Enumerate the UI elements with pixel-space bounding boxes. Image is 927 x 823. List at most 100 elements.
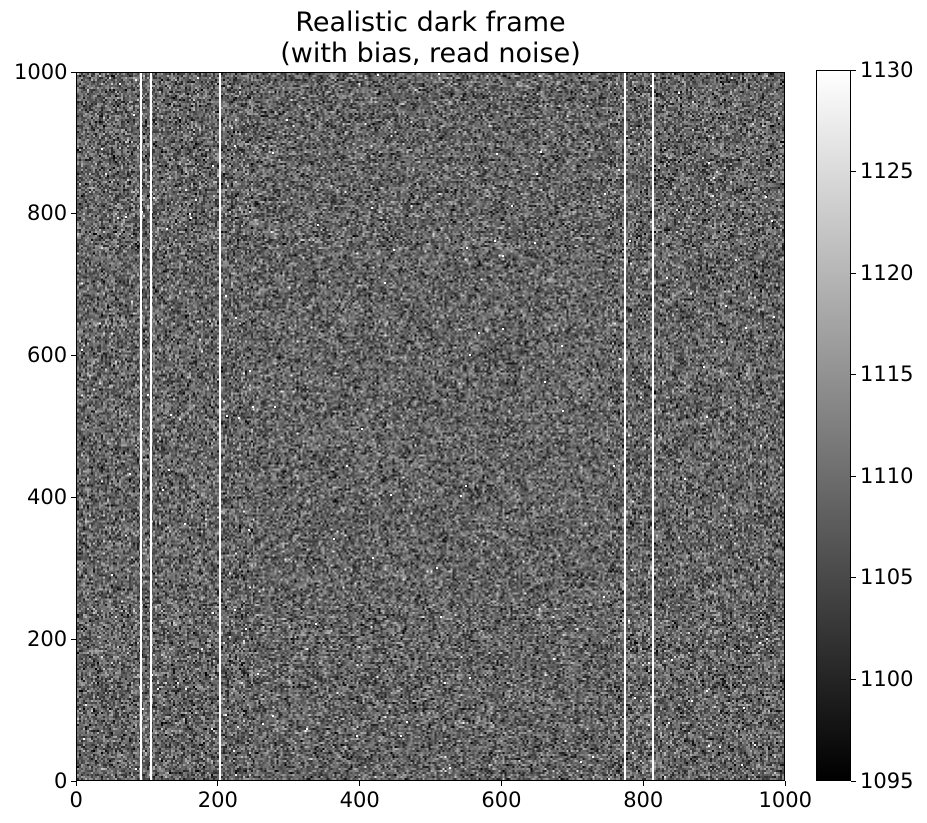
hot-pixel [735,259,737,261]
y-tick-label: 0 [54,771,67,792]
hot-pixel [725,305,727,307]
hot-pixel [262,723,264,725]
hot-column-2 [219,73,221,781]
hot-pixel [440,616,442,618]
hot-pixel [511,205,513,207]
hot-pixel [719,746,721,748]
y-tick-mark [71,355,76,356]
hot-pixel [684,478,686,480]
x-tick-label: 400 [340,790,380,811]
hot-pixel [465,485,467,487]
hot-pixel [629,240,631,242]
hot-pixel [166,228,168,230]
hot-pixel [708,745,710,747]
hot-pixel [111,574,113,576]
hot-pixel [184,523,186,525]
hot-pixel [393,249,395,251]
hot-pixel [141,428,143,430]
hot-pixel [706,690,708,692]
hot-pixel [248,529,250,531]
hot-pixel [469,677,471,679]
y-tick-label: 800 [27,203,67,224]
hot-pixel [765,196,767,198]
x-tick-mark [76,781,77,786]
hot-pixel [406,721,408,723]
hot-pixel [592,756,594,758]
colorbar-tick-label: 1105 [860,567,913,588]
colorbar-tick-label: 1100 [860,669,913,690]
hot-pixel [257,673,259,675]
title-line-2: (with bias, read noise) [76,40,785,67]
hot-pixel [494,240,496,242]
hot-pixel [580,761,582,763]
hot-pixel [83,738,85,740]
y-tick-label: 400 [27,487,67,508]
hot-pixel [544,381,546,383]
hot-pixel [706,416,708,418]
colorbar-tick-mark [851,577,856,578]
x-tick-label: 0 [70,790,83,811]
title-line-1: Realistic dark frame [76,9,785,36]
hot-pixel [306,728,308,730]
y-tick-label: 600 [27,345,67,366]
hot-pixel [140,133,142,135]
hot-pixel [390,494,392,496]
hot-pixel [721,341,723,343]
dark-frame-image-panel [76,72,785,781]
hot-pixel [189,213,191,215]
colorbar-tick-mark [851,273,856,274]
hot-pixel [372,557,374,559]
hot-pixel [226,415,228,417]
hot-pixel [613,465,615,467]
hot-pixel [469,354,471,356]
hot-pixel [449,767,451,769]
colorbar-tick-mark [851,679,856,680]
hot-pixel [384,282,386,284]
hot-pixel [478,332,480,334]
hot-pixel [745,327,747,329]
hot-pixel [502,328,504,330]
hot-pixel [444,682,446,684]
hot-pixel [534,242,536,244]
x-tick-mark [217,781,218,786]
hot-pixel [438,73,440,75]
hot-pixel [466,247,468,249]
hot-pixel [713,177,715,179]
hot-pixel [540,151,542,153]
hot-pixel [754,744,756,746]
colorbar-tick-mark [851,374,856,375]
hot-pixel [235,317,237,319]
hot-column-0 [140,73,142,781]
hot-pixel [741,764,743,766]
hot-pixel [234,145,236,147]
hot-pixel [315,623,317,625]
dark-frame-noise-image [77,73,784,780]
hot-pixel [731,77,733,79]
y-tick-mark [71,781,76,782]
hot-pixel [356,735,358,737]
hot-pixel [628,620,630,622]
colorbar-tick-label: 1120 [860,263,913,284]
hot-column-4 [652,73,654,781]
hot-pixel [147,394,149,396]
hot-pixel [317,224,319,226]
hot-pixel [536,173,538,175]
hot-pixel [691,700,693,702]
x-tick-label: 800 [623,790,663,811]
hot-pixel [759,642,761,644]
x-tick-mark [785,781,786,786]
colorbar-tick-label: 1125 [860,161,913,182]
hot-pixel [168,469,170,471]
x-tick-mark [359,781,360,786]
hot-pixel [361,428,363,430]
hot-pixel [162,489,164,491]
hot-pixel [195,199,197,201]
hot-pixel [129,473,131,475]
colorbar-tick-mark [851,476,856,477]
y-tick-mark [71,72,76,73]
hot-pixel [604,193,606,195]
hot-pixel [286,119,288,121]
colorbar-tick-mark [851,70,856,71]
hot-pixel [170,414,172,416]
